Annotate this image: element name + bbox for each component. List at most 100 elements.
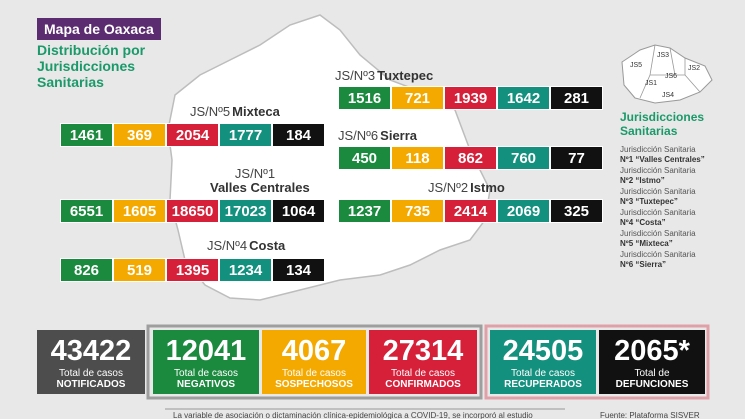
case-box: 134: [272, 258, 325, 282]
oaxaca-map: [167, 14, 491, 301]
mini-map-label: JS5: [630, 62, 642, 69]
legend-name: Nº1 “Valles Centrales”: [620, 155, 705, 164]
jurisdiction-label: JS/Nº3 Tuxtepec: [335, 68, 433, 83]
total-caption: Total de: [634, 368, 670, 379]
legend-name: Nº4 “Costa”: [620, 218, 666, 227]
legend-item: Jurisdicción Sanitaria Nº4 “Costa”: [620, 208, 740, 228]
jurisdiction-name: Mixteca: [232, 104, 280, 119]
legend-item: Jurisdicción Sanitaria Nº3 “Tuxtepec”: [620, 187, 740, 207]
jurisdiction-label: JS/Nº6 Sierra: [338, 128, 417, 143]
total-box: 4067 Total de casos SOSPECHOSOS: [262, 330, 366, 394]
total-value: 12041: [165, 335, 247, 367]
case-box: 826: [60, 258, 113, 282]
legend-name: Nº2 “Istmo”: [620, 176, 665, 185]
legend-prefix: Jurisdicción Sanitaria: [620, 208, 696, 217]
case-box: 1939: [444, 86, 497, 110]
jurisdiction-code: JS/Nº3: [335, 68, 376, 83]
total-box: 24505 Total de casos RECUPERADOS: [490, 330, 596, 394]
total-label: DEFUNCIONES: [615, 379, 689, 390]
case-box: 721: [391, 86, 444, 110]
footer-note: La variable de asociación o dictaminació…: [173, 411, 533, 419]
legend-name: Nº6 “Sierra”: [620, 260, 667, 269]
case-box: 1461: [60, 123, 113, 147]
mini-map-label: JS1: [645, 80, 657, 87]
case-box: 1234: [219, 258, 272, 282]
case-box: 2414: [444, 199, 497, 223]
jurisdiction-code: JS/Nº6: [338, 128, 379, 143]
subtitle: Distribución por Jurisdicciones Sanitari…: [37, 42, 146, 90]
mini-map-label: JS4: [662, 92, 674, 99]
legend-prefix: Jurisdicción Sanitaria: [620, 145, 696, 154]
case-box: 735: [391, 199, 444, 223]
mini-map-borders: [639, 44, 701, 99]
legend-name: Nº3 “Tuxtepec”: [620, 197, 678, 206]
jurisdiction-name: Istmo: [470, 180, 505, 195]
total-value: 2065*: [614, 335, 690, 367]
jurisdiction-name: Tuxtepec: [377, 68, 434, 83]
case-box: 184: [272, 123, 325, 147]
total-value: 43422: [50, 335, 132, 367]
total-caption: Total de casos: [59, 368, 123, 379]
case-box: 17023: [219, 199, 272, 223]
case-box: 6551: [60, 199, 113, 223]
case-box: 18650: [166, 199, 219, 223]
jurisdiction-label: JS/Nº2 Istmo: [428, 180, 505, 195]
case-box: 1064: [272, 199, 325, 223]
legend-item: Jurisdicción Sanitaria Nº2 “Istmo”: [620, 166, 740, 186]
case-box: 2054: [166, 123, 219, 147]
legend-prefix: Jurisdicción Sanitaria: [620, 166, 696, 175]
legend-item: Jurisdicción Sanitaria Nº5 “Mixteca”: [620, 229, 740, 249]
legend-name: Nº5 “Mixteca”: [620, 239, 673, 248]
mini-map-label: JS3: [657, 52, 669, 59]
legend-title: Jurisdicciones Sanitarias: [620, 110, 705, 138]
jurisdiction-code: JS/Nº2: [428, 180, 469, 195]
case-box: 450: [338, 146, 391, 170]
case-box: 369: [113, 123, 166, 147]
title: Mapa de Oaxaca: [37, 18, 161, 40]
total-label: SOSPECHOSOS: [275, 379, 353, 390]
total-caption: Total de casos: [282, 368, 346, 379]
jurisdiction-code: JS/Nº1: [234, 166, 276, 181]
legend-prefix: Jurisdicción Sanitaria: [620, 187, 696, 196]
jurisdiction-label: JS/Nº4 Costa: [207, 238, 285, 253]
case-box: 760: [497, 146, 550, 170]
total-box: 12041 Total de casos NEGATIVOS: [153, 330, 259, 394]
total-box: 43422 Total de casos NOTIFICADOS: [37, 330, 145, 394]
case-box: 1237: [338, 199, 391, 223]
total-caption: Total de casos: [391, 368, 455, 379]
case-box: 1516: [338, 86, 391, 110]
total-caption: Total de casos: [174, 368, 238, 379]
total-label: NEGATIVOS: [176, 379, 236, 390]
case-box: 77: [550, 146, 603, 170]
jurisdiction-name: Valles Centrales: [210, 180, 310, 195]
total-value: 27314: [382, 335, 464, 367]
jurisdiction-label: JS/Nº1 Valles Centrales: [210, 166, 310, 195]
mini-map-label: JS2: [688, 65, 700, 72]
jurisdiction-code: JS/Nº5: [190, 104, 231, 119]
total-label: NOTIFICADOS: [56, 379, 126, 390]
mini-map-label: JS6: [665, 73, 677, 80]
case-box: 2069: [497, 199, 550, 223]
total-caption: Total de casos: [511, 368, 575, 379]
case-box: 519: [113, 258, 166, 282]
legend-item: Jurisdicción Sanitaria Nº1 “Valles Centra…: [620, 145, 740, 165]
case-box: 1777: [219, 123, 272, 147]
totals-group-frame: [484, 324, 710, 400]
case-box: 281: [550, 86, 603, 110]
totals-group-frame: [146, 324, 483, 400]
case-box: 1395: [166, 258, 219, 282]
jurisdiction-label: JS/Nº5 Mixteca: [190, 104, 280, 119]
jurisdiction-name: Sierra: [380, 128, 418, 143]
footer-source: Fuente: Plataforma SISVER: [600, 411, 700, 419]
case-box: 1642: [497, 86, 550, 110]
total-value: 24505: [502, 335, 584, 367]
legend-prefix: Jurisdicción Sanitaria: [620, 229, 696, 238]
case-box: 1605: [113, 199, 166, 223]
jurisdiction-name: Costa: [249, 238, 286, 253]
total-label: RECUPERADOS: [504, 379, 582, 390]
total-box: 27314 Total de casos CONFIRMADOS: [369, 330, 477, 394]
total-box: 2065* Total de DEFUNCIONES: [599, 330, 705, 394]
case-box: 862: [444, 146, 497, 170]
